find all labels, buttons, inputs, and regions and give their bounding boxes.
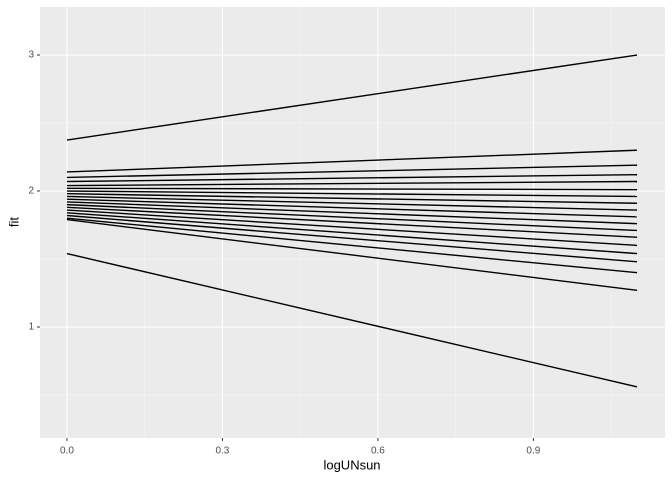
line bbox=[66, 149, 638, 173]
y-tick-label: 1 bbox=[28, 322, 34, 333]
x-axis-title: logUNsun bbox=[323, 457, 380, 472]
line bbox=[66, 218, 638, 291]
y-axis-title: fit bbox=[6, 217, 21, 228]
line bbox=[66, 173, 638, 183]
line bbox=[66, 198, 638, 218]
line bbox=[66, 217, 638, 274]
x-tick-label: 0.6 bbox=[371, 446, 385, 457]
y-tick-label: 3 bbox=[28, 50, 34, 61]
line bbox=[66, 164, 638, 179]
line bbox=[66, 190, 638, 198]
line bbox=[66, 209, 638, 247]
line bbox=[66, 206, 638, 238]
line bbox=[66, 187, 638, 191]
line bbox=[66, 195, 638, 211]
line bbox=[66, 54, 638, 141]
y-tick-label: 2 bbox=[28, 186, 34, 197]
line bbox=[66, 252, 638, 388]
line bbox=[66, 212, 638, 255]
x-tick-label: 0.9 bbox=[526, 446, 540, 457]
line bbox=[66, 203, 638, 232]
line bbox=[66, 193, 638, 204]
line bbox=[66, 201, 638, 225]
x-tick-label: 0.0 bbox=[60, 446, 74, 457]
x-tick-label: 0.3 bbox=[215, 446, 229, 457]
line bbox=[66, 180, 638, 187]
line bbox=[66, 214, 638, 263]
